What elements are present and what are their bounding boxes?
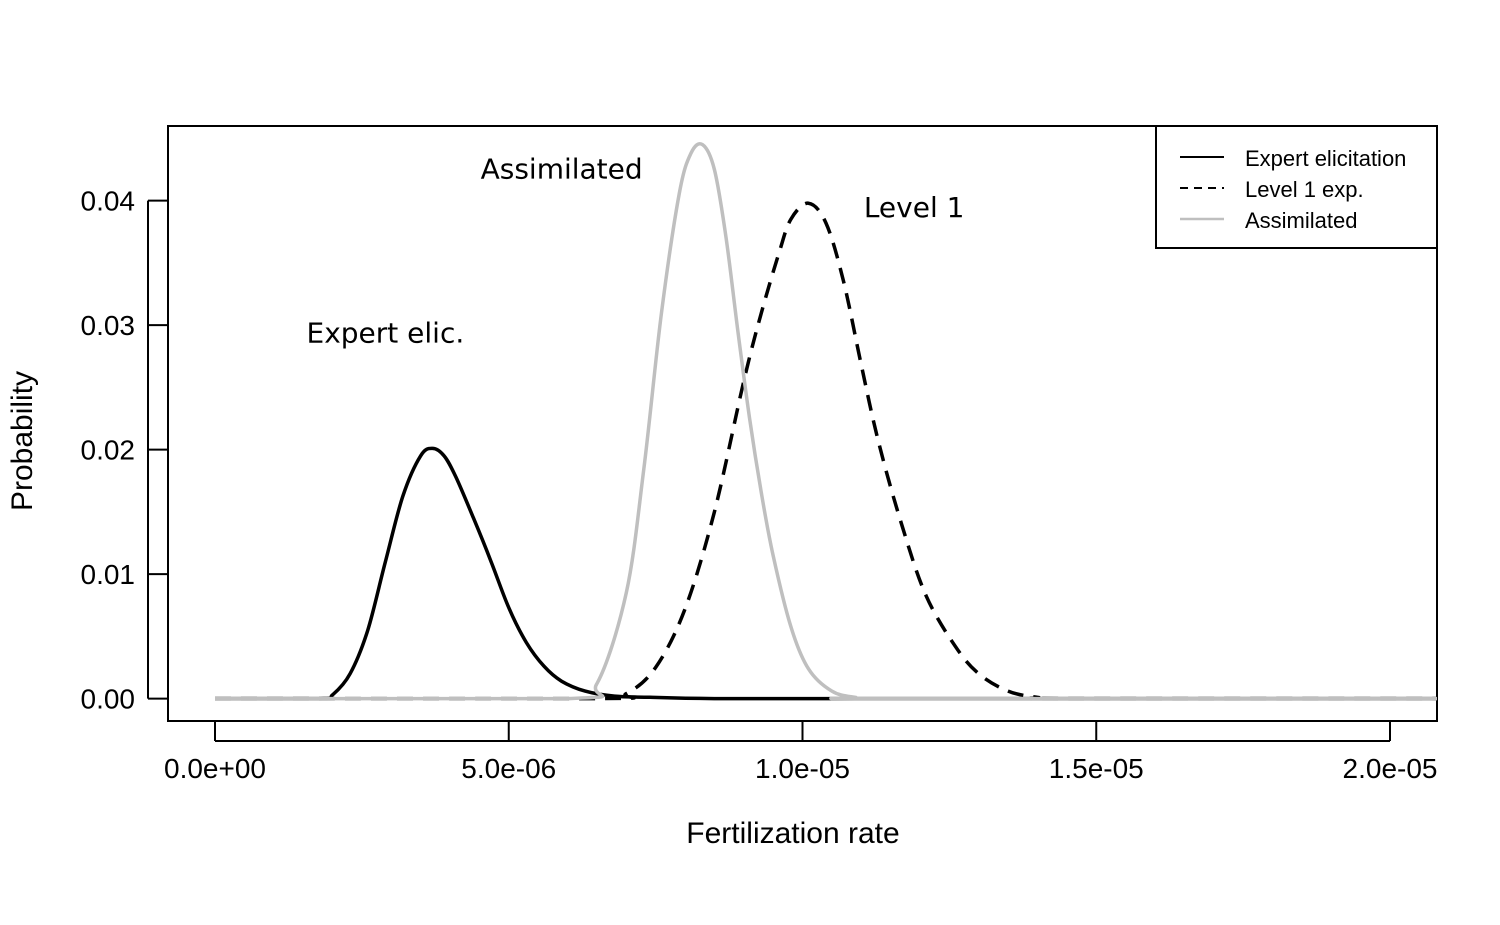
- series-line-assimilated: [215, 142, 1437, 701]
- y-axis: 0.00 0.01 0.02 0.03 0.04: [81, 186, 168, 715]
- annotation-assimilated: Assimilated: [481, 152, 643, 185]
- x-axis: 0.0e+00 5.0e-06 1.0e-05 1.5e-05 2.0e-05: [164, 721, 1437, 784]
- x-tick-label: 0.0e+00: [164, 753, 266, 784]
- annotation-level-1: Level 1: [864, 191, 965, 224]
- x-tick-label: 1.0e-05: [755, 753, 850, 784]
- y-tick-label: 0.03: [81, 310, 136, 341]
- series-layer: [215, 142, 1437, 701]
- annotation-layer: Assimilated Level 1 Expert elic.: [307, 152, 965, 349]
- legend: Expert elicitation Level 1 exp. Assimila…: [1155, 125, 1438, 249]
- y-axis-title: Probability: [6, 371, 39, 511]
- x-tick-label: 5.0e-06: [461, 753, 556, 784]
- legend-label-assimilated: Assimilated: [1245, 208, 1357, 233]
- legend-box: [1155, 125, 1438, 249]
- y-tick-label: 0.00: [81, 684, 136, 715]
- annotation-expert-elic: Expert elic.: [307, 317, 465, 350]
- x-tick-label: 1.5e-05: [1049, 753, 1144, 784]
- y-tick-label: 0.04: [81, 186, 136, 217]
- x-axis-title: Fertilization rate: [686, 817, 899, 850]
- legend-label-level-1: Level 1 exp.: [1245, 177, 1364, 202]
- legend-label-expert-elicitation: Expert elicitation: [1245, 146, 1406, 171]
- x-tick-label: 2.0e-05: [1343, 753, 1438, 784]
- y-tick-label: 0.02: [81, 435, 136, 466]
- y-tick-label: 0.01: [81, 559, 136, 590]
- series-line-expert-elicitation: [215, 446, 1437, 701]
- series-line-level-1-exp: [215, 201, 1437, 701]
